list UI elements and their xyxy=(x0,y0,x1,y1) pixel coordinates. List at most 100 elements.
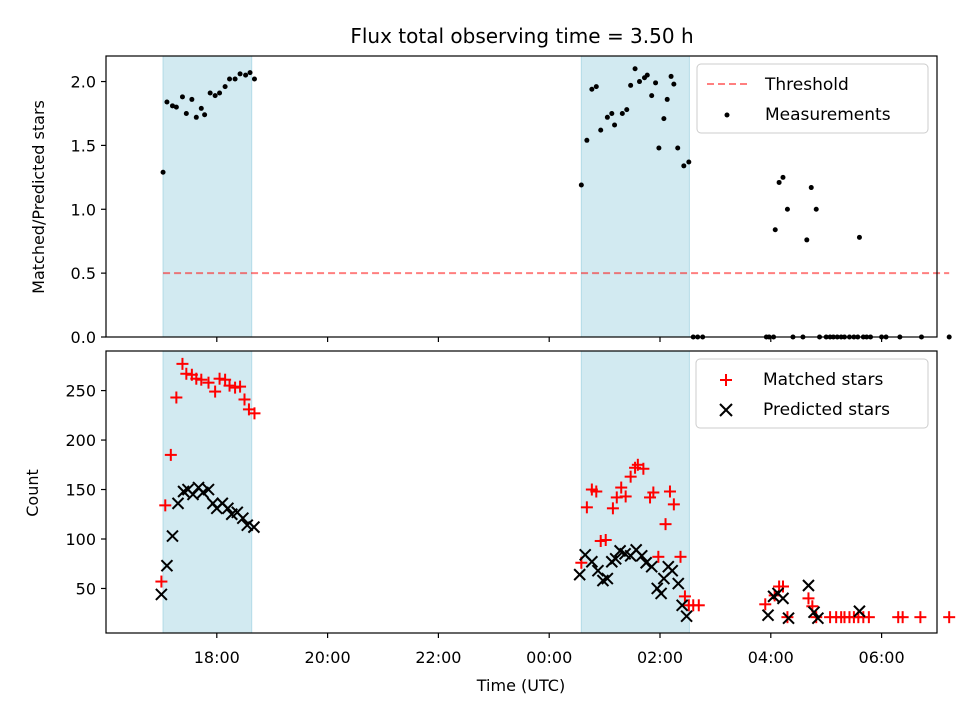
matched-star-marker xyxy=(248,407,261,420)
measurement-point xyxy=(813,206,819,212)
measurement-point xyxy=(243,72,249,78)
measurement-point xyxy=(664,96,670,102)
measurement-point xyxy=(189,96,195,102)
measurement-point xyxy=(804,237,810,243)
measurement-point xyxy=(604,114,610,120)
matched-star-marker xyxy=(896,611,909,624)
predicted-star-marker xyxy=(247,520,261,534)
matched-star-marker xyxy=(234,380,247,393)
measurement-point xyxy=(232,76,238,82)
measurement-point xyxy=(637,79,643,85)
y-tick-label: 250 xyxy=(65,382,96,401)
predicted-star-marker xyxy=(221,502,235,515)
predicted-star-marker xyxy=(776,592,790,605)
bottom-y-axis-label: Count xyxy=(23,469,42,517)
measurement-point xyxy=(681,163,687,169)
y-tick-label: 150 xyxy=(65,481,96,500)
predicted-star-marker xyxy=(155,588,168,601)
measurement-point xyxy=(856,234,862,240)
measurement-point xyxy=(247,70,253,76)
measurement-point xyxy=(593,84,599,90)
measurement-point xyxy=(198,105,204,111)
predicted-star-marker xyxy=(782,611,795,625)
x-tick-label: 22:00 xyxy=(415,648,461,667)
matched-star-marker xyxy=(624,470,637,483)
x-tick-label: 04:00 xyxy=(748,648,794,667)
matched-star-marker xyxy=(223,379,236,392)
shaded-interval xyxy=(162,55,253,338)
x-tick-label: 18:00 xyxy=(194,648,240,667)
bottom-legend-frame xyxy=(695,358,929,429)
measurement-point xyxy=(624,107,630,113)
matched-star-marker xyxy=(176,357,189,370)
predicted-star-marker xyxy=(853,605,866,618)
top-y-ticks: 0.0 0.5 1.0 1.5 2.0 xyxy=(71,73,106,347)
predicted-star-marker xyxy=(609,552,622,565)
predicted-star-marker xyxy=(236,512,250,525)
predicted-star-marker xyxy=(680,609,693,623)
y-tick-label: 0.5 xyxy=(71,264,96,283)
matched-star-marker xyxy=(606,502,619,515)
top-legend-frame xyxy=(696,63,929,134)
measurement-point xyxy=(222,84,228,90)
predicted-star-marker xyxy=(573,568,586,581)
matched-star-marker xyxy=(599,533,612,546)
predicted-star-marker xyxy=(639,556,653,569)
matched-star-marker xyxy=(802,592,815,605)
measurement-point xyxy=(578,182,584,188)
legend-predicted-swatch xyxy=(719,403,733,417)
measurement-point xyxy=(164,99,170,105)
measurement-point xyxy=(212,93,218,99)
bottom-shaded-intervals xyxy=(162,350,690,634)
chart-title: Flux total observing time = 3.50 h xyxy=(350,24,693,48)
matched-star-marker xyxy=(238,393,251,406)
bottom-y-ticks: 50 100 150 200 250 xyxy=(65,382,106,598)
measurement-point xyxy=(193,114,199,120)
legend-measurements-label: Measurements xyxy=(765,105,891,125)
predicted-star-marker xyxy=(171,497,185,510)
x-tick-label: 00:00 xyxy=(526,648,572,667)
measurement-point xyxy=(251,76,257,82)
measurement-point xyxy=(661,116,667,122)
matched-stars-series xyxy=(155,357,956,624)
matched-star-marker xyxy=(590,485,603,498)
measurement-point xyxy=(656,145,662,151)
predicted-star-marker xyxy=(675,599,689,612)
measurement-point xyxy=(675,145,681,151)
matched-star-marker xyxy=(155,575,168,588)
measurement-point xyxy=(628,82,634,88)
top-axes-frame xyxy=(105,55,938,338)
measurements-series xyxy=(160,66,952,340)
matched-star-marker xyxy=(659,518,672,531)
measurement-point xyxy=(772,227,778,233)
matched-star-marker xyxy=(678,590,691,603)
measurement-point xyxy=(183,110,189,116)
shaded-interval xyxy=(580,55,690,338)
matched-star-marker xyxy=(170,391,183,404)
predicted-star-marker xyxy=(645,560,658,573)
measurement-point xyxy=(217,90,223,96)
matched-star-marker xyxy=(862,611,875,624)
top-shaded-intervals xyxy=(162,55,690,338)
measurement-point xyxy=(653,80,659,86)
predicted-star-marker xyxy=(802,579,815,592)
bottom-axes-frame xyxy=(105,350,938,634)
measurement-point xyxy=(160,169,166,175)
matched-star-marker xyxy=(164,448,177,461)
y-tick-label: 1.5 xyxy=(71,136,96,155)
measurement-point xyxy=(227,76,233,82)
matched-star-marker xyxy=(914,611,927,624)
measurement-point xyxy=(780,174,786,180)
measurement-point xyxy=(207,90,213,96)
predicted-star-marker xyxy=(665,564,679,577)
bottom-x-ticks: 18:00 20:00 22:00 00:00 02:00 04:00 06:00 xyxy=(194,633,905,667)
predicted-star-marker xyxy=(202,483,215,496)
y-tick-label: 1.0 xyxy=(71,200,96,219)
x-tick-label: 02:00 xyxy=(637,648,683,667)
top-legend: Threshold Measurements xyxy=(696,63,929,134)
predicted-star-marker xyxy=(585,555,599,568)
y-tick-label: 200 xyxy=(65,431,96,450)
predicted-star-marker xyxy=(807,606,821,619)
predicted-star-marker xyxy=(811,611,825,625)
measurement-point xyxy=(609,110,615,116)
